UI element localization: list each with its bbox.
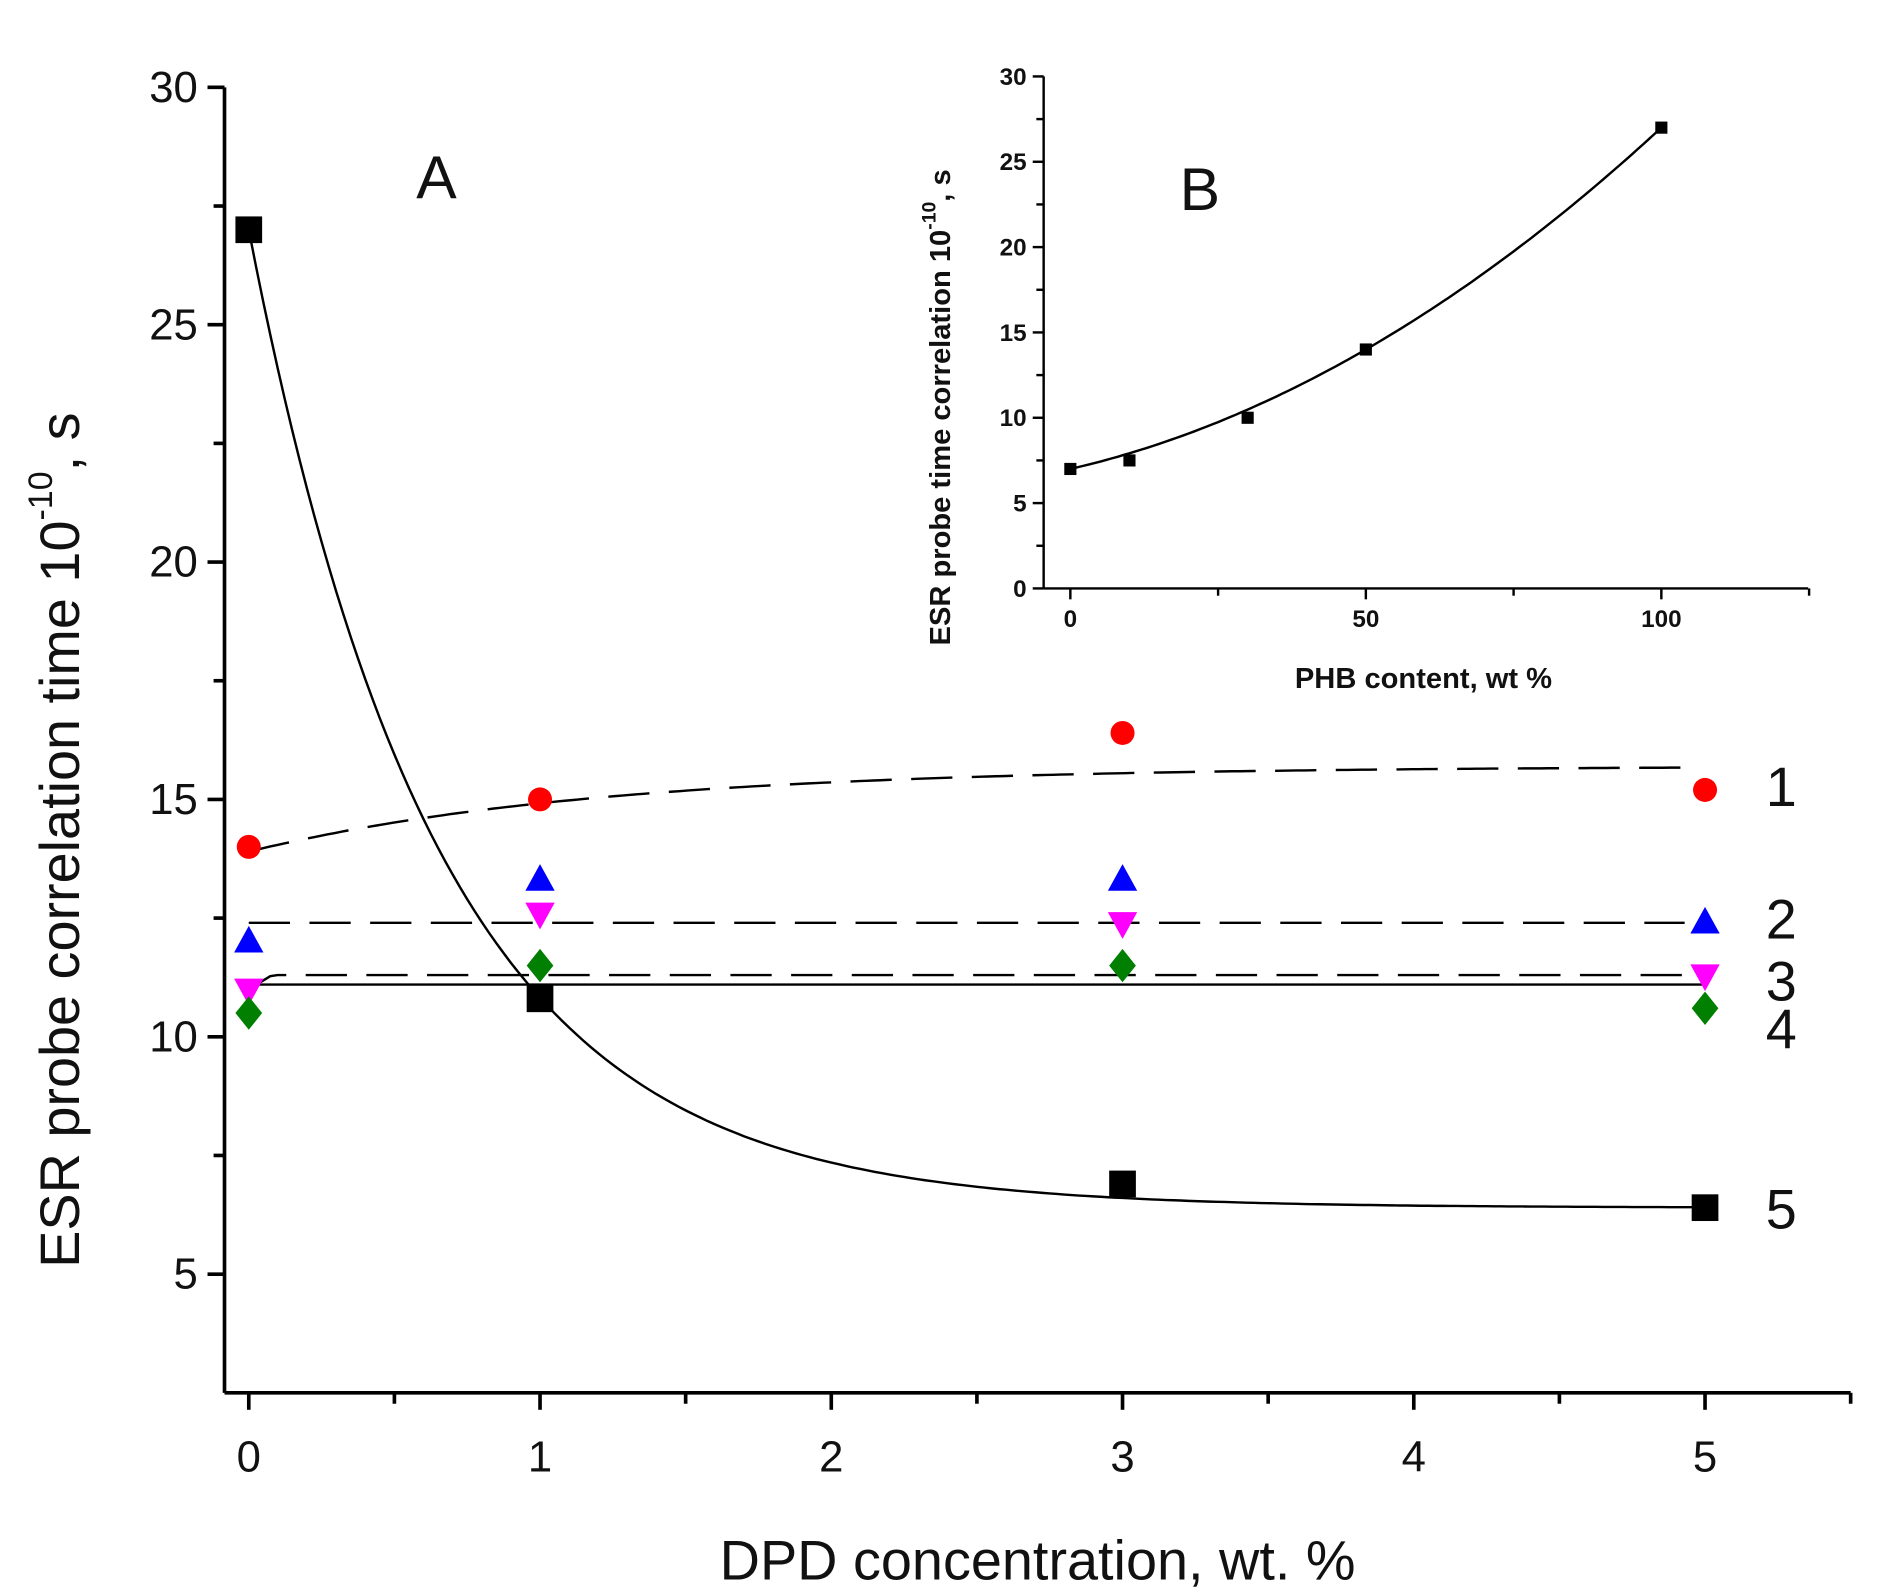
data-point-series-3 [525,902,555,930]
inset-y-tick-label: 20 [1000,235,1027,262]
data-point-series-3 [234,978,264,1006]
data-point-series-5 [1691,1194,1719,1222]
inset-data-point [1655,121,1668,134]
data-point-series-4 [526,948,554,983]
x-axis-label: DPD concentration, wt. % [720,1529,1356,1592]
y-tick-label: 5 [174,1250,198,1299]
inset-y-axis-label-sup: -10 [919,202,941,230]
y-tick-label: 10 [149,1012,198,1061]
y-tick-label: 30 [149,63,198,112]
y-tick-label: 20 [149,538,198,587]
inset-y-tick-label: 25 [1000,149,1027,176]
x-tick-label: 0 [237,1433,261,1482]
y-tick-label: 25 [149,300,198,349]
inset-y-tick-label: 5 [1013,491,1027,518]
data-point-series-4 [1109,948,1136,983]
data-point-series-2 [234,925,264,953]
data-point-series-4 [235,996,263,1030]
y-axis-label-suffix: , s [28,412,91,471]
inset-x-tick-label: 50 [1352,606,1379,633]
inset-data-point [1359,343,1372,356]
panel-label-b: B [1180,155,1220,223]
series-label-4: 4 [1766,997,1797,1060]
x-tick-label: 2 [819,1433,843,1482]
x-tick-label: 4 [1402,1433,1426,1482]
fit-curve-series-1 [248,766,1685,853]
inset-y-tick-label: 10 [1000,405,1027,432]
inset-data-point [1241,411,1254,424]
inset-data-point [1123,454,1136,467]
inset-y-axis-label-text: ESR probe time correlation 10 [925,230,957,646]
y-axis-label-sup: -10 [22,471,60,520]
data-point-series-1 [528,787,553,812]
y-tick-label: 15 [149,775,198,824]
data-point-series-5 [526,985,554,1013]
data-point-series-3 [1690,964,1720,992]
data-point-series-5 [1109,1170,1136,1198]
inset-x-tick-label: 0 [1064,606,1078,633]
inset-data-point [1064,462,1077,476]
data-point-series-1 [1110,720,1135,745]
data-point-series-3 [1107,912,1138,939]
data-point-series-1 [1693,777,1718,802]
data-point-series-1 [236,834,261,859]
series-label-3: 3 [1766,949,1797,1012]
inset-x-tick-label: 100 [1641,606,1681,633]
data-point-series-5 [235,216,263,244]
fit-curve-series-3 [248,973,1685,991]
inset-y-axis-label-suffix: , s [925,169,957,201]
data-point-series-4 [1691,991,1719,1025]
inset-fit-curve [1070,126,1663,471]
data-point-series-2 [525,864,555,891]
inset-plot: 0 50 100 0 5 10 15 20 25 30 [1000,64,1811,633]
inset-y-axis-label: ESR probe time correlation 10-10, s [919,169,958,645]
y-axis-label-text: ESR probe correlation time 10 [28,521,91,1268]
y-axis-label: ESR probe correlation time 10-10, s [22,412,91,1267]
series-label-5: 5 [1766,1177,1797,1240]
inset-y-tick-label: 0 [1013,576,1027,603]
panel-label-a: A [416,143,457,211]
series-label-1: 1 [1766,755,1797,818]
data-point-series-2 [1107,864,1138,891]
inset-x-axis-label: PHB content, wt % [1295,663,1552,695]
inset-y-tick-label: 15 [1000,320,1027,347]
series-label-2: 2 [1766,888,1797,951]
fit-curve-series-5 [247,229,1706,1209]
inset-y-tick-label: 30 [1000,64,1027,91]
data-point-series-2 [1690,906,1720,934]
x-tick-label: 1 [528,1433,552,1482]
x-tick-label: 5 [1693,1433,1717,1482]
x-tick-label: 3 [1110,1433,1134,1482]
